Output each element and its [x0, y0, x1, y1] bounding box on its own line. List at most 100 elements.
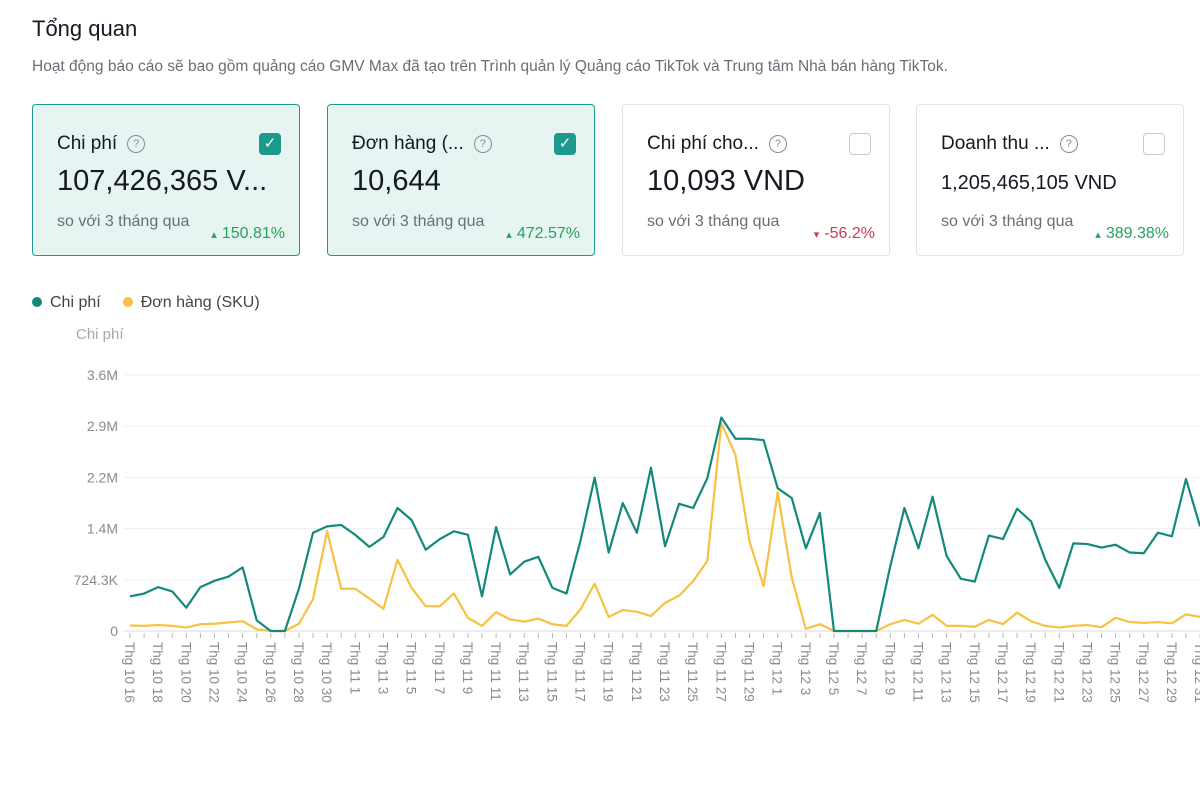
x-tick-label: Thg 12 31	[1192, 642, 1200, 703]
x-tick-label: Thg 11 1	[347, 642, 362, 694]
x-tick-label: Thg 11 15	[544, 642, 559, 702]
metric-compare: so với 3 tháng qua	[352, 213, 485, 230]
metric-value: 10,093 VND	[647, 165, 805, 197]
metric-card[interactable]: Chi phí cho...? 10,093 VND so với 3 thán…	[622, 104, 890, 256]
y-tick-label: 2.9M	[87, 418, 118, 434]
x-tick-label: Thg 12 7	[854, 642, 869, 695]
y-axis-title: Chi phí	[76, 326, 124, 343]
metric-value: 1,205,465,105 VND	[941, 172, 1117, 194]
x-tick-label: Thg 11 19	[601, 642, 616, 702]
x-tick-label: Thg 11 21	[629, 642, 644, 702]
legend-dot-cost	[32, 297, 42, 307]
x-tick-label: Thg 11 11	[488, 642, 503, 701]
metric-change: ▴ 472.57%	[506, 225, 580, 243]
page-title: Tổng quan	[32, 16, 138, 41]
x-tick-label: Thg 11 13	[516, 642, 531, 702]
legend-item-cost[interactable]: Chi phí	[32, 294, 101, 312]
metric-name: Chi phí?	[57, 133, 146, 155]
metric-change: ▴ 150.81%	[211, 225, 285, 243]
x-tick-label: Thg 12 5	[826, 642, 841, 695]
x-tick-label: Thg 12 11	[910, 642, 925, 702]
arrow-up-icon: ▴	[211, 229, 217, 241]
x-tick-label: Thg 10 26	[263, 642, 278, 703]
metric-change: ▾ -56.2%	[814, 225, 875, 243]
x-tick-label: Thg 12 3	[798, 642, 813, 695]
x-tick-label: Thg 10 20	[178, 642, 193, 703]
x-tick-label: Thg 12 9	[882, 642, 897, 695]
check-icon: ✓	[263, 135, 277, 152]
y-tick-label: 2.2M	[87, 469, 118, 485]
metric-checkbox[interactable]: ✓	[554, 133, 576, 155]
metric-checkbox[interactable]	[1143, 133, 1165, 155]
metric-name: Đơn hàng (...?	[352, 133, 492, 155]
metric-name-text: Doanh thu ...	[941, 133, 1050, 154]
legend-dot-orders	[122, 297, 133, 307]
page-description: Hoạt động báo cáo sẽ bao gồm quảng cáo G…	[32, 58, 948, 75]
y-tick-label: 3.6M	[87, 367, 118, 383]
metric-value: 107,426,365 V...	[57, 165, 268, 197]
x-tick-label: Thg 12 1	[770, 642, 785, 695]
x-tick-label: Thg 11 7	[432, 642, 447, 694]
x-tick-label: Thg 12 23	[1079, 642, 1094, 703]
arrow-up-icon: ▴	[506, 229, 512, 241]
x-tick-label: Thg 11 29	[742, 642, 757, 702]
help-icon[interactable]: ?	[768, 135, 787, 153]
metric-card[interactable]: Đơn hàng (...? ✓ 10,644 so với 3 tháng q…	[327, 104, 595, 256]
help-icon[interactable]: ?	[1059, 135, 1078, 153]
metric-name-text: Chi phí cho...	[647, 133, 759, 154]
metric-name: Chi phí cho...?	[647, 133, 787, 155]
x-tick-label: Thg 10 30	[319, 642, 334, 703]
metric-name: Doanh thu ...?	[941, 133, 1078, 155]
x-tick-label: Thg 10 16	[122, 642, 137, 703]
metric-change-value: 472.57%	[516, 225, 580, 242]
y-tick-label: 0	[110, 623, 118, 639]
metric-checkbox[interactable]	[849, 133, 871, 155]
legend-item-orders[interactable]: Đơn hàng (SKU)	[122, 294, 260, 312]
x-tick-label: Thg 10 24	[235, 642, 250, 703]
legend-label: Chi phí	[50, 294, 101, 311]
arrow-down-icon: ▾	[813, 229, 820, 241]
x-tick-label: Thg 12 29	[1164, 642, 1179, 703]
x-tick-label: Thg 11 17	[573, 642, 588, 702]
help-icon[interactable]: ?	[473, 135, 492, 153]
metric-compare: so với 3 tháng qua	[57, 213, 190, 230]
x-tick-label: Thg 11 5	[404, 642, 419, 694]
x-tick-label: Thg 11 9	[460, 642, 475, 694]
x-tick-label: Thg 12 21	[1051, 642, 1066, 703]
x-tick-label: Thg 12 17	[995, 642, 1010, 703]
metric-name-text: Chi phí	[57, 133, 118, 154]
x-tick-label: Thg 11 3	[375, 642, 390, 694]
series-line-cost	[129, 416, 1200, 633]
x-tick-label: Thg 12 13	[939, 642, 954, 703]
metric-change-value: -56.2%	[824, 225, 875, 242]
legend-label: Đơn hàng (SKU)	[140, 294, 260, 311]
metric-change-value: 150.81%	[221, 225, 285, 242]
arrow-up-icon: ▴	[1095, 229, 1101, 241]
series-line-orders	[129, 422, 1200, 633]
metric-card[interactable]: Chi phí? ✓ 107,426,365 V... so với 3 thá…	[32, 104, 300, 256]
x-tick-label: Thg 11 25	[685, 642, 700, 702]
y-tick-label: 724.3K	[74, 572, 119, 588]
help-icon[interactable]: ?	[127, 135, 146, 153]
check-icon: ✓	[558, 135, 572, 152]
y-tick-label: 1.4M	[87, 521, 118, 537]
x-tick-label: Thg 10 28	[291, 642, 306, 703]
metric-name-text: Đơn hàng (...	[352, 133, 464, 154]
x-tick-label: Thg 10 18	[150, 642, 165, 703]
metric-compare: so với 3 tháng qua	[647, 213, 780, 230]
x-tick-label: Thg 11 27	[713, 642, 728, 702]
metric-change-value: 389.38%	[1105, 225, 1169, 242]
x-tick-label: Thg 12 27	[1136, 642, 1151, 703]
metric-compare: so với 3 tháng qua	[941, 213, 1074, 230]
metric-checkbox[interactable]: ✓	[259, 133, 281, 155]
x-tick-label: Thg 11 23	[657, 642, 672, 702]
chart-legend: Chi phí Đơn hàng (SKU)	[32, 294, 260, 312]
x-tick-label: Thg 12 15	[967, 642, 982, 703]
x-tick-label: Thg 12 19	[1023, 642, 1038, 703]
x-tick-label: Thg 10 22	[206, 642, 221, 703]
metric-change: ▴ 389.38%	[1095, 225, 1169, 243]
x-tick-label: Thg 12 25	[1108, 642, 1123, 703]
metric-card[interactable]: Doanh thu ...? 1,205,465,105 VND so với …	[916, 104, 1184, 256]
metric-value: 10,644	[352, 165, 441, 197]
